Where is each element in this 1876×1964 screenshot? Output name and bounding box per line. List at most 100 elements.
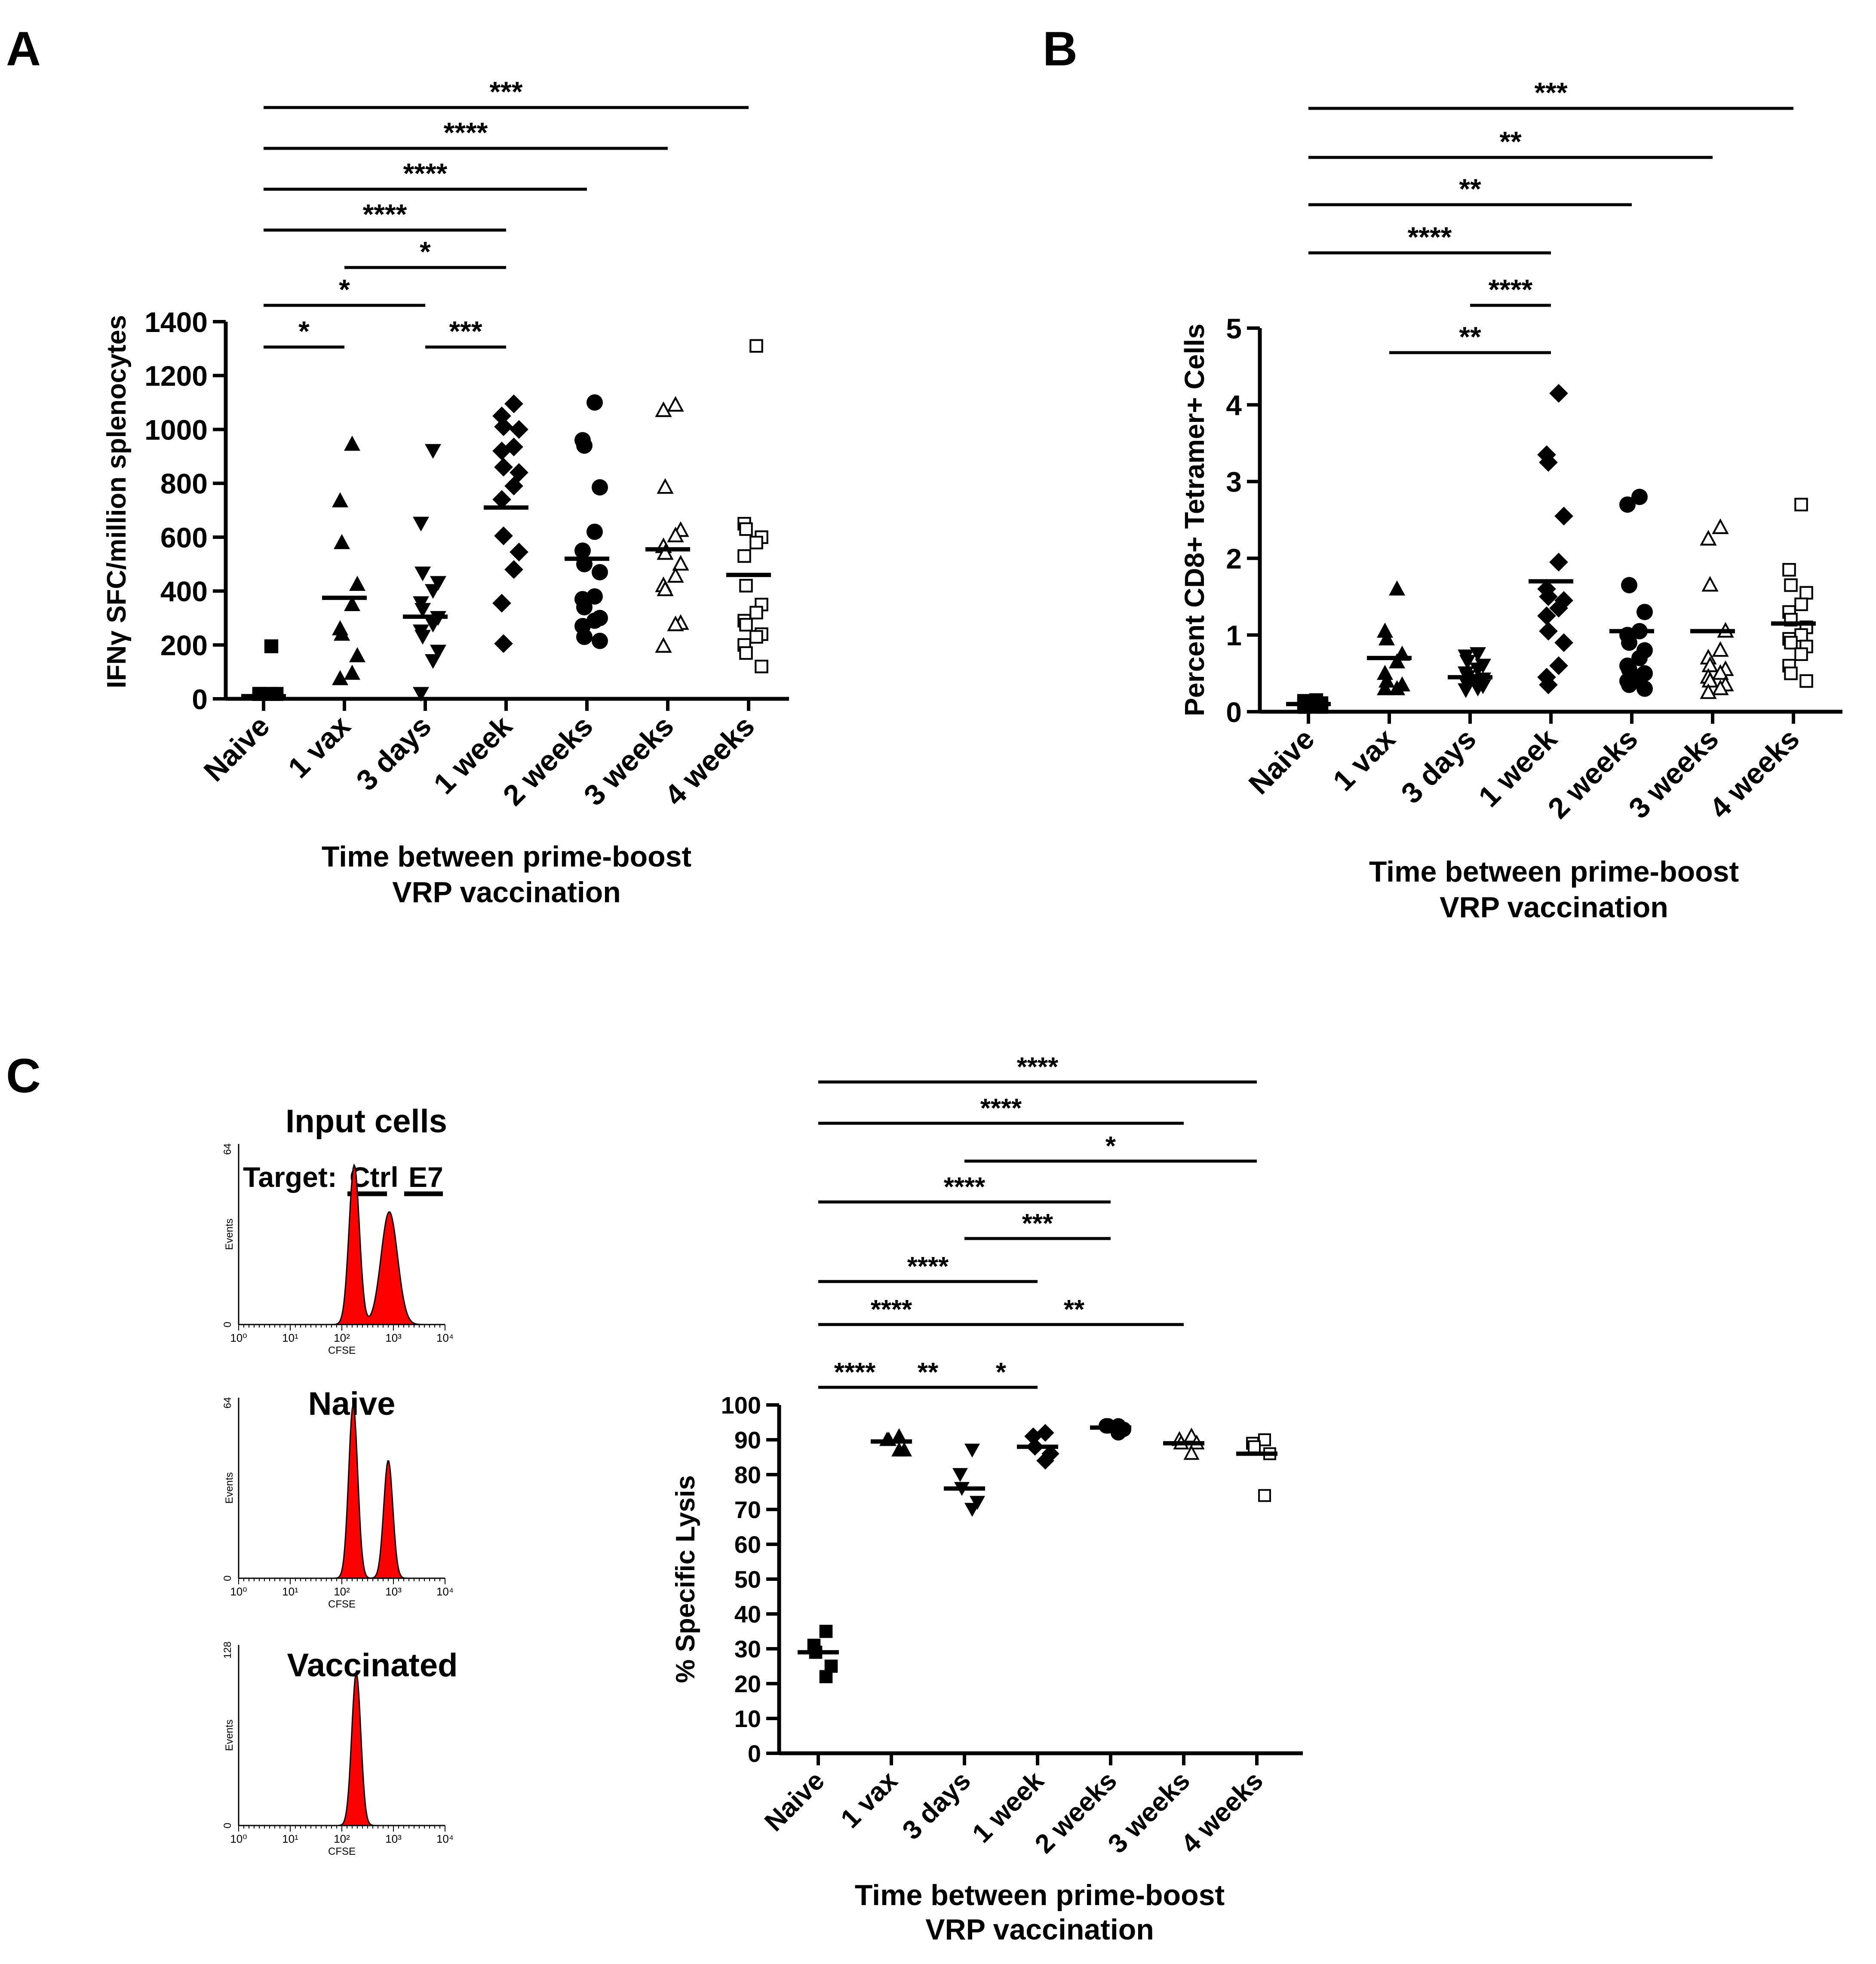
- significance-stars: ****: [403, 157, 448, 189]
- data-point: [1621, 634, 1637, 651]
- data-point: [1389, 580, 1405, 596]
- y-tick-label: 100: [721, 1392, 761, 1419]
- hist-decade-label: 10⁴: [436, 1585, 454, 1598]
- data-point: [655, 401, 672, 417]
- y-tick-label: 1400: [144, 306, 208, 338]
- x-tick-label: 2 weeks: [1029, 1766, 1123, 1859]
- data-point: [510, 420, 528, 439]
- significance-stars: ***: [449, 315, 482, 347]
- hist-y-zero: 0: [222, 1322, 233, 1327]
- y-tick-label: 10: [734, 1705, 761, 1732]
- y-tick-label: 70: [734, 1496, 761, 1523]
- hist-y-zero: 0: [222, 1823, 233, 1828]
- data-point: [819, 1625, 833, 1638]
- data-point: [254, 687, 268, 701]
- significance-stars: ****: [1489, 274, 1533, 305]
- data-point: [1794, 498, 1808, 512]
- data-point: [749, 605, 763, 620]
- y-tick-label: 1000: [144, 414, 208, 446]
- data-point: [574, 542, 591, 559]
- data-point: [657, 544, 674, 560]
- y-tick-label: 1: [1226, 619, 1242, 651]
- xlabel-b-line2: VRP vaccination: [1440, 891, 1668, 924]
- x-tick-label: Naive: [198, 710, 276, 788]
- significance-stars: **: [1459, 321, 1481, 353]
- y-tick-label: 40: [734, 1601, 761, 1628]
- data-point: [1248, 1440, 1261, 1454]
- hist-x-label: CFSE: [328, 1345, 356, 1356]
- data-point: [1258, 1433, 1271, 1446]
- data-point: [1539, 675, 1558, 695]
- xlabel-a-line2: VRP vaccination: [392, 876, 621, 909]
- data-point: [749, 339, 763, 353]
- data-point: [592, 479, 608, 496]
- data-point: [1637, 604, 1653, 621]
- y-tick-label: 600: [160, 522, 208, 553]
- hist-decade-label: 10²: [334, 1585, 350, 1598]
- significance-stars: ****: [834, 1358, 876, 1387]
- xlabel-a-line1: Time between prime-boost: [322, 840, 691, 873]
- y-tick-label: 20: [734, 1670, 761, 1697]
- data-point: [657, 478, 674, 494]
- data-point: [964, 1503, 980, 1517]
- data-point: [413, 687, 429, 702]
- data-point: [1549, 599, 1568, 618]
- significance-stars: ****: [444, 117, 488, 148]
- data-point: [344, 436, 360, 451]
- hist-target-label: Target:: [243, 1161, 337, 1193]
- data-point: [1458, 683, 1474, 698]
- data-point: [264, 639, 279, 653]
- hist-decade-label: 10⁰: [230, 1331, 247, 1344]
- x-tick-label: 4 weeks: [1703, 722, 1805, 825]
- data-point: [1379, 630, 1395, 645]
- x-tick-label: 3 days: [897, 1766, 976, 1845]
- histogram-input-cells: 10⁰ 10¹ 10² 10³ 10⁴ CFSE Events 64 0: [222, 1143, 454, 1356]
- histogram-fill: [239, 1672, 445, 1826]
- data-point: [1459, 655, 1476, 670]
- significance-stars: *: [298, 315, 310, 347]
- data-point: [667, 526, 684, 543]
- hist-decade-label: 10¹: [282, 1585, 298, 1598]
- significance-stars: **: [1499, 126, 1522, 157]
- hist-y-max: 128: [222, 1641, 233, 1659]
- data-point: [494, 634, 513, 653]
- data-point: [1621, 577, 1637, 593]
- y-tick-label: 60: [734, 1531, 761, 1558]
- significance-stars: ****: [907, 1252, 949, 1282]
- y-axis-title: % Specific Lysis: [671, 1475, 700, 1683]
- hist-decade-label: 10⁴: [436, 1832, 454, 1845]
- significance-stars: ****: [363, 198, 407, 230]
- data-point: [1377, 622, 1393, 638]
- y-tick-label: 4: [1226, 389, 1242, 421]
- x-tick-label: Naive: [1243, 722, 1321, 801]
- significance-stars: **: [1459, 173, 1481, 205]
- data-point: [1470, 682, 1486, 697]
- data-point: [504, 394, 523, 413]
- hist-y-max: 64: [222, 1143, 233, 1155]
- data-point: [592, 564, 608, 581]
- data-point: [667, 396, 684, 412]
- data-point: [586, 394, 603, 411]
- data-point: [1799, 674, 1813, 688]
- data-point: [576, 599, 593, 616]
- data-point: [430, 645, 446, 660]
- data-point: [739, 646, 753, 660]
- data-point: [749, 535, 763, 550]
- data-point: [349, 647, 365, 662]
- x-tick-label: 1 vax: [1327, 722, 1402, 797]
- data-point: [964, 1444, 980, 1458]
- data-point: [1631, 650, 1648, 667]
- data-point: [1784, 636, 1798, 650]
- x-tick-label: Naive: [759, 1766, 830, 1837]
- data-point: [592, 633, 608, 649]
- data-point: [891, 1442, 907, 1457]
- y-tick-label: 400: [160, 575, 208, 607]
- data-point: [1712, 664, 1729, 680]
- significance-stars: ****: [871, 1295, 912, 1325]
- data-point: [667, 567, 684, 583]
- data-point: [425, 584, 441, 599]
- xlabel-c-line2: VRP vaccination: [925, 1913, 1154, 1946]
- hist-decade-label: 10⁰: [230, 1585, 247, 1598]
- panel-label-a: A: [6, 22, 41, 76]
- hist-decade-label: 10¹: [282, 1832, 298, 1845]
